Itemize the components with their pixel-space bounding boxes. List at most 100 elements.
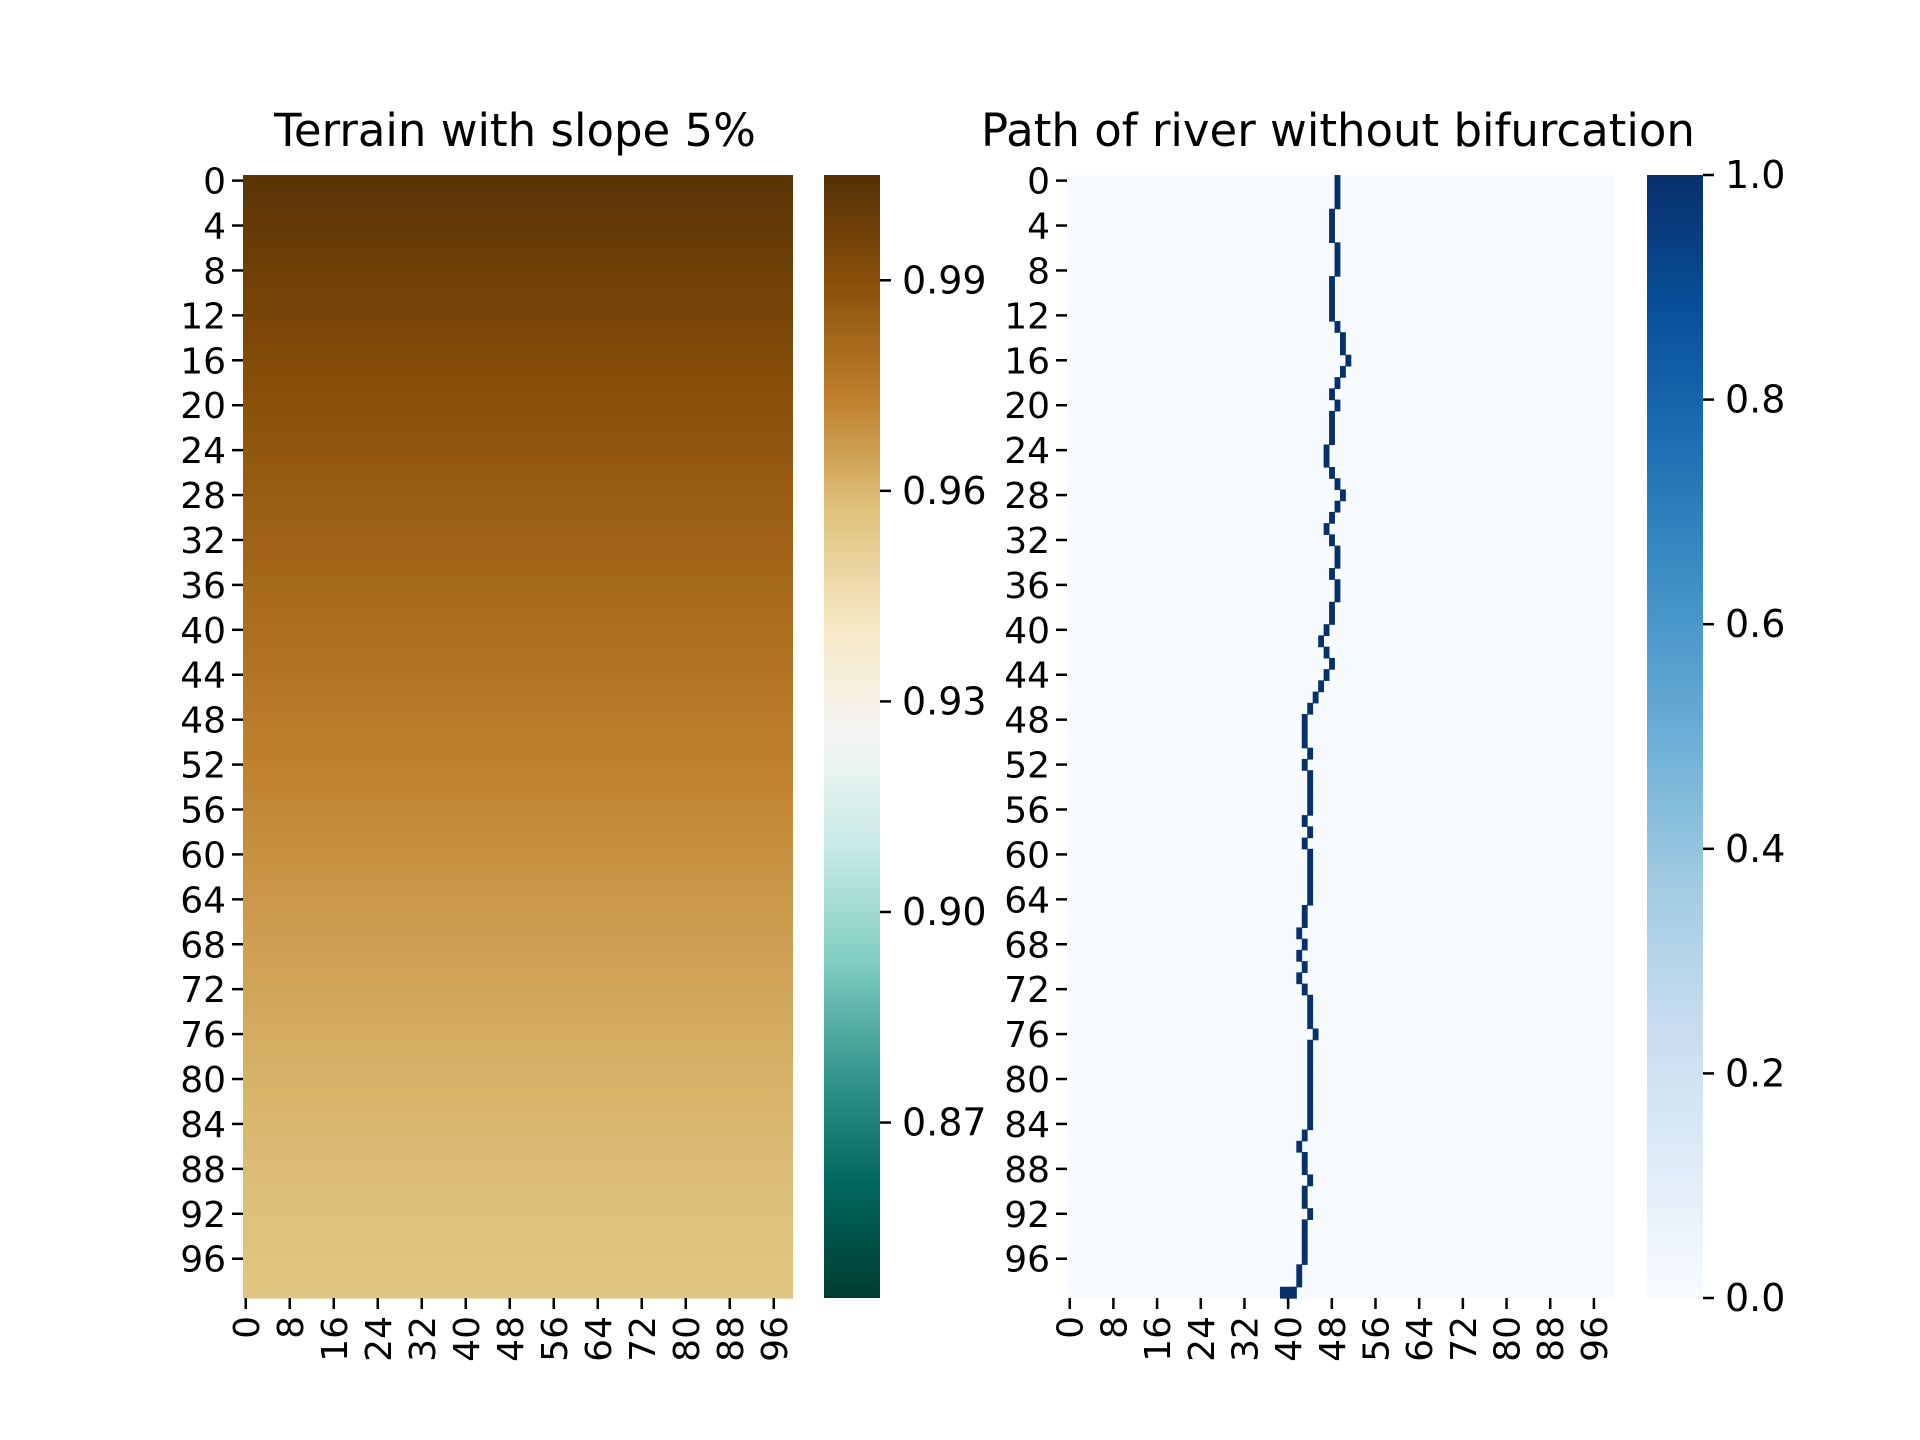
terrain-row-cell [243, 1174, 793, 1187]
river-path-cell [1296, 927, 1303, 940]
river-path-cell [1334, 175, 1341, 187]
river-path-cell [1307, 1107, 1314, 1119]
river-path-cell [1340, 332, 1346, 345]
river-path-cell [1329, 231, 1335, 243]
terrain-row-cell [243, 714, 793, 726]
terrain-row-cell [243, 612, 793, 625]
river-path-cell [1323, 455, 1330, 468]
terrain-row-cell [243, 523, 793, 535]
terrain-row-cell [243, 1017, 793, 1030]
river-path-cell [1307, 803, 1314, 816]
river-path-cell [1318, 635, 1325, 648]
x-tick-label: 80 [667, 1316, 708, 1362]
terrain-y-axis: 0481216202428323640444852566064687276808… [180, 162, 243, 1281]
river-path-cell [1307, 1006, 1314, 1018]
river-path-cell [1301, 1152, 1308, 1164]
river-path-cell [1307, 860, 1314, 872]
y-tick-label: 40 [180, 611, 226, 652]
y-tick-label: 72 [180, 970, 226, 1011]
river-path-cell [1334, 579, 1341, 592]
river-path-cell [1296, 1275, 1303, 1288]
terrain-row-cell [243, 422, 793, 434]
terrain-row-cell [243, 298, 793, 311]
x-tick-label: 96 [1575, 1316, 1616, 1362]
y-tick-label: 48 [1004, 701, 1050, 742]
x-tick-label: 64 [579, 1316, 620, 1362]
y-tick-label: 84 [1004, 1105, 1050, 1146]
y-tick-label: 56 [180, 790, 226, 831]
terrain-row-cell [243, 1286, 793, 1299]
terrain-row-cell [243, 815, 793, 827]
river-path-cell [1329, 612, 1335, 625]
y-tick-label: 76 [180, 1015, 226, 1056]
river-path-cell [1329, 208, 1335, 221]
river-path-cell [1307, 1174, 1314, 1187]
river-path-cell [1334, 590, 1341, 603]
terrain-row-cell [243, 972, 793, 985]
terrain-row-cell [243, 848, 793, 861]
river-path-cell [1312, 691, 1319, 704]
river-outlet-cell [1290, 1286, 1297, 1299]
terrain-row-cell [243, 1264, 793, 1277]
terrain-row-cell [243, 624, 793, 637]
terrain-row-cell [243, 961, 793, 973]
terrain-row-cell [243, 938, 793, 951]
y-tick-label: 40 [1004, 611, 1050, 652]
river-panel: Path of river without bifurcation 048121… [981, 104, 1785, 1362]
x-tick-label: 16 [1138, 1316, 1179, 1362]
terrain-row-cell [243, 343, 793, 356]
x-tick-label: 0 [227, 1316, 268, 1339]
terrain-row-cell [243, 354, 793, 367]
terrain-row-cell [243, 175, 793, 187]
y-tick-label: 0 [203, 162, 226, 203]
terrain-row-cell [243, 590, 793, 603]
terrain-row-cell [243, 231, 793, 243]
terrain-row-cell [243, 1039, 793, 1052]
terrain-row-cell [243, 1185, 793, 1198]
y-tick-label: 56 [1004, 790, 1050, 831]
river-path-cell [1301, 938, 1308, 951]
y-tick-label: 24 [1004, 431, 1050, 472]
river-path-cell [1301, 736, 1308, 749]
colorbar-tick-label: 0.87 [902, 1101, 987, 1145]
y-tick-label: 16 [1004, 341, 1050, 382]
y-tick-label: 96 [180, 1240, 226, 1281]
terrain-row-cell [243, 1208, 793, 1220]
river-path-cell [1334, 320, 1341, 333]
x-tick-label: 96 [755, 1316, 796, 1362]
river-path-cell [1340, 365, 1346, 378]
river-path-cell [1334, 500, 1341, 513]
river-path-cell [1296, 972, 1303, 985]
terrain-row-cell [243, 882, 793, 895]
colorbar-tick-label: 0.8 [1725, 378, 1785, 422]
terrain-row-cell [243, 1253, 793, 1265]
colorbar-tick-label: 0.4 [1725, 827, 1785, 871]
river-path-cell [1307, 770, 1314, 783]
y-tick-label: 44 [180, 656, 226, 697]
terrain-colorbar-ticks: 0.87 0.90 0.93 0.96 0.99 [880, 258, 987, 1145]
terrain-row-cell [243, 904, 793, 917]
terrain-row-cell [243, 635, 793, 648]
y-tick-label: 8 [203, 251, 226, 292]
river-path-cell [1329, 511, 1335, 524]
terrain-row-cell [243, 1163, 793, 1176]
river-path-cell [1296, 949, 1303, 962]
terrain-row-cell [243, 691, 793, 704]
river-path-cell [1329, 433, 1335, 446]
river-path-cell [1301, 1253, 1308, 1265]
river-path-cell [1301, 961, 1308, 973]
terrain-row-cell [243, 1241, 793, 1254]
terrain-row-cell [243, 388, 793, 401]
terrain-row-cell [243, 579, 793, 592]
terrain-row-cell [243, 725, 793, 738]
y-tick-label: 80 [180, 1060, 226, 1101]
terrain-row-cell [243, 534, 793, 547]
river-path-cell [1307, 1017, 1314, 1030]
x-tick-label: 16 [315, 1316, 356, 1362]
y-tick-label: 76 [1004, 1015, 1050, 1056]
y-tick-label: 44 [1004, 656, 1050, 697]
river-path-cell [1329, 466, 1335, 479]
y-tick-label: 4 [1027, 207, 1050, 248]
river-path-cell [1301, 916, 1308, 929]
river-path-cell [1323, 444, 1330, 457]
